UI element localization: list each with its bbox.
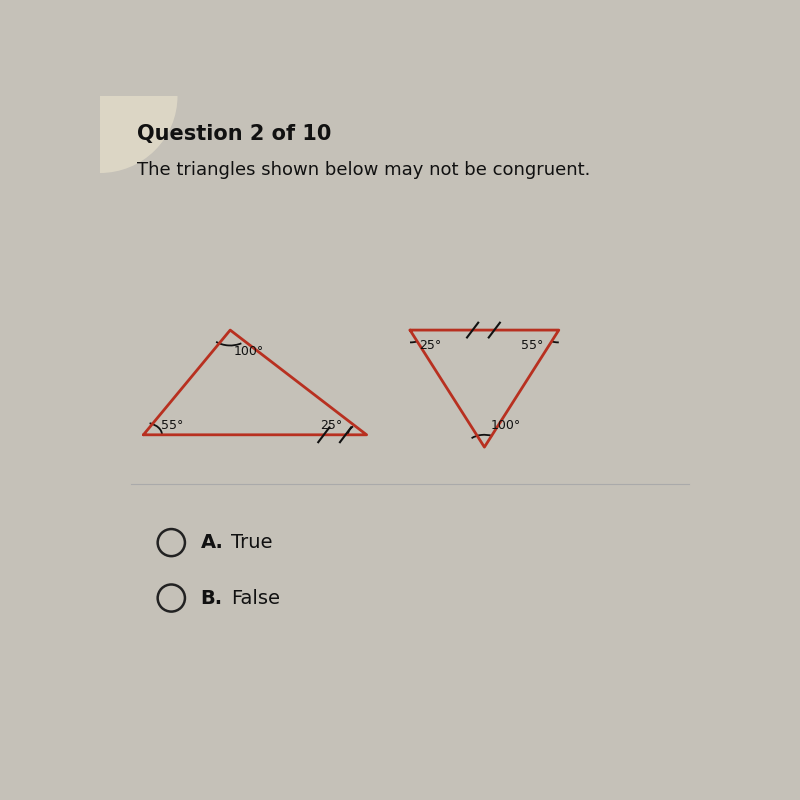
Text: The triangles shown below may not be congruent.: The triangles shown below may not be con…	[138, 161, 590, 178]
Text: False: False	[231, 589, 281, 607]
Text: 100°: 100°	[234, 346, 263, 358]
Text: B.: B.	[201, 589, 222, 607]
Text: A.: A.	[201, 533, 223, 552]
Text: Question 2 of 10: Question 2 of 10	[138, 124, 331, 144]
Text: 25°: 25°	[320, 418, 342, 432]
Text: 100°: 100°	[490, 418, 521, 432]
Ellipse shape	[22, 19, 178, 173]
Text: True: True	[231, 533, 273, 552]
Text: 55°: 55°	[521, 339, 543, 352]
Text: 55°: 55°	[161, 418, 183, 432]
Text: 25°: 25°	[419, 339, 442, 352]
